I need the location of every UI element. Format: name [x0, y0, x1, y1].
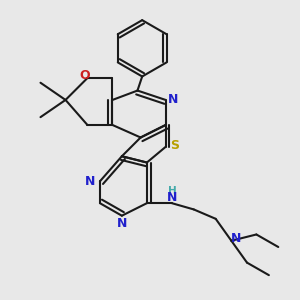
Text: N: N — [167, 191, 177, 204]
Text: N: N — [231, 232, 241, 245]
Text: N: N — [117, 217, 127, 230]
Text: O: O — [79, 69, 90, 82]
Text: H: H — [167, 186, 176, 196]
Text: S: S — [170, 139, 179, 152]
Text: N: N — [85, 175, 96, 188]
Text: N: N — [168, 93, 179, 106]
